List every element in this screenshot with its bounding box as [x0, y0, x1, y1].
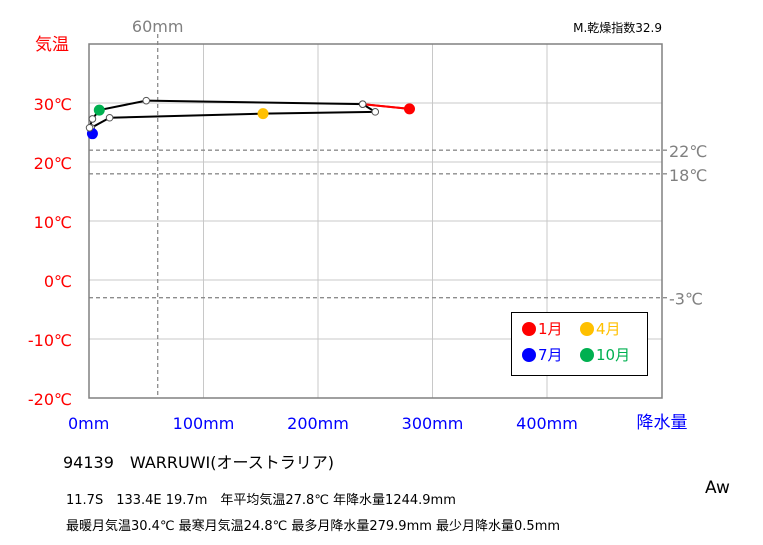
x-tick-label: 100mm: [173, 414, 235, 433]
legend-item-1: 1月: [522, 318, 563, 339]
station-title: 94139 WARRUWI(オーストラリア): [63, 453, 334, 472]
climograph-segment: [263, 110, 376, 115]
y-tick-label: 10℃: [34, 213, 72, 232]
month-point-11: [142, 96, 151, 105]
month-point-8: [85, 123, 94, 132]
month-point-10: [93, 104, 105, 116]
climograph-segment: [362, 103, 410, 110]
reference-label-temperature: 22℃: [669, 142, 707, 161]
legend-item-10: 10月: [580, 344, 630, 365]
legend-marker: [522, 347, 536, 362]
climograph-segment: [109, 112, 264, 119]
legend-marker: [522, 321, 536, 336]
plot-frame: [88, 43, 663, 399]
y-tick-label: 0℃: [44, 272, 72, 291]
y-tick-label: 20℃: [34, 154, 72, 173]
climate-code: Aw: [705, 478, 730, 498]
x-tick-label: 300mm: [402, 414, 464, 433]
x-axis-title: 降水量: [637, 413, 688, 433]
aridity-index: M.乾燥指数32.9: [573, 20, 662, 35]
legend-label: 4月: [596, 320, 621, 338]
climograph-segment: [146, 99, 363, 106]
reference-label-temperature: 18℃: [669, 166, 707, 185]
x-tick-label: 200mm: [287, 414, 349, 433]
station-detail-line-1: 11.7S 133.4E 19.7m 年平均気温27.8℃ 年降水量1244.9…: [66, 493, 456, 508]
month-point-12: [358, 100, 367, 108]
station-detail-line-2: 最暖月気温30.4℃ 最寒月気温24.8℃ 最多月降水量279.9mm 最少月降…: [66, 519, 561, 534]
legend: 1月 4月 7月 10月: [511, 312, 648, 376]
month-point-9: [88, 115, 97, 123]
x-tick-label: 400mm: [516, 414, 578, 433]
month-point-1: [403, 103, 415, 115]
reference-label-temperature: -3℃: [669, 290, 703, 309]
y-tick-label: 30℃: [34, 95, 72, 114]
legend-item-4: 4月: [580, 318, 621, 339]
month-point-4: [257, 108, 269, 120]
legend-item-7: 7月: [522, 344, 563, 365]
reference-label-precipitation: 60mm: [132, 17, 184, 36]
y-axis-title: 気温: [35, 35, 69, 55]
month-point-5: [105, 113, 114, 122]
climograph-segment: [99, 99, 147, 112]
legend-label: 10月: [596, 346, 631, 364]
legend-label: 1月: [538, 320, 563, 338]
y-tick-label: -10℃: [28, 331, 72, 350]
x-tick-label: 0mm: [68, 414, 109, 433]
legend-label: 7月: [538, 346, 563, 364]
month-point-3: [371, 108, 380, 116]
legend-marker: [580, 347, 594, 362]
legend-marker: [580, 321, 594, 336]
y-tick-label: -20℃: [28, 390, 72, 409]
